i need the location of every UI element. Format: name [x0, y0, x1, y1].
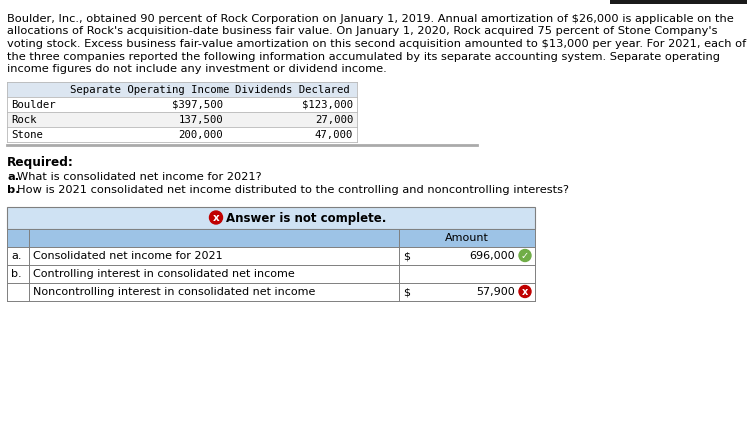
- Circle shape: [519, 250, 531, 262]
- Text: Amount: Amount: [445, 233, 489, 243]
- Bar: [7, 207, 535, 229]
- Text: allocations of Rock's acquisition-date business fair value. On January 1, 2020, : allocations of Rock's acquisition-date b…: [7, 26, 718, 37]
- Bar: [7, 247, 535, 265]
- Bar: [7, 112, 357, 127]
- Text: b.: b.: [11, 269, 22, 279]
- Text: $: $: [403, 287, 410, 297]
- Text: Boulder: Boulder: [11, 100, 55, 110]
- Text: 137,500: 137,500: [179, 115, 223, 125]
- Text: 57,900: 57,900: [477, 287, 515, 297]
- Bar: [7, 265, 535, 283]
- Text: a.: a.: [7, 172, 19, 182]
- Text: voting stock. Excess business fair-value amortization on this second acquisition: voting stock. Excess business fair-value…: [7, 39, 746, 49]
- Text: Stone: Stone: [11, 130, 43, 140]
- Text: 27,000: 27,000: [314, 115, 353, 125]
- Text: $123,000: $123,000: [302, 100, 353, 110]
- Circle shape: [209, 212, 223, 224]
- Bar: [7, 82, 357, 97]
- Text: ✓: ✓: [521, 251, 529, 261]
- Circle shape: [519, 286, 531, 298]
- Text: x: x: [522, 287, 528, 297]
- Text: Dividends Declared: Dividends Declared: [235, 85, 350, 95]
- Text: $: $: [403, 251, 410, 261]
- Text: How is 2021 consolidated net income distributed to the controlling and noncontro: How is 2021 consolidated net income dist…: [17, 185, 569, 195]
- Text: 200,000: 200,000: [179, 130, 223, 140]
- Bar: [7, 283, 535, 301]
- Bar: [7, 229, 535, 247]
- Bar: [610, 0, 747, 5]
- Text: Controlling interest in consolidated net income: Controlling interest in consolidated net…: [33, 269, 295, 279]
- Text: the three companies reported the following information accumulated by its separa: the three companies reported the followi…: [7, 51, 720, 61]
- Text: 47,000: 47,000: [314, 130, 353, 140]
- Text: a.: a.: [11, 251, 22, 261]
- Text: Required:: Required:: [7, 156, 74, 169]
- Text: Boulder, Inc., obtained 90 percent of Rock Corporation on January 1, 2019. Annua: Boulder, Inc., obtained 90 percent of Ro…: [7, 14, 734, 24]
- Text: Answer is not complete.: Answer is not complete.: [226, 212, 386, 224]
- Text: income figures do not include any investment or dividend income.: income figures do not include any invest…: [7, 64, 387, 74]
- Text: Rock: Rock: [11, 115, 37, 125]
- Text: 696,000: 696,000: [469, 251, 515, 261]
- Bar: [7, 97, 357, 112]
- Text: $397,500: $397,500: [172, 100, 223, 110]
- Text: Consolidated net income for 2021: Consolidated net income for 2021: [33, 251, 223, 261]
- Text: Separate Operating Income: Separate Operating Income: [69, 85, 229, 95]
- Text: x: x: [213, 213, 220, 223]
- Text: What is consolidated net income for 2021?: What is consolidated net income for 2021…: [17, 172, 261, 182]
- Text: Noncontrolling interest in consolidated net income: Noncontrolling interest in consolidated …: [33, 287, 315, 297]
- Text: b.: b.: [7, 185, 19, 195]
- Bar: [7, 127, 357, 142]
